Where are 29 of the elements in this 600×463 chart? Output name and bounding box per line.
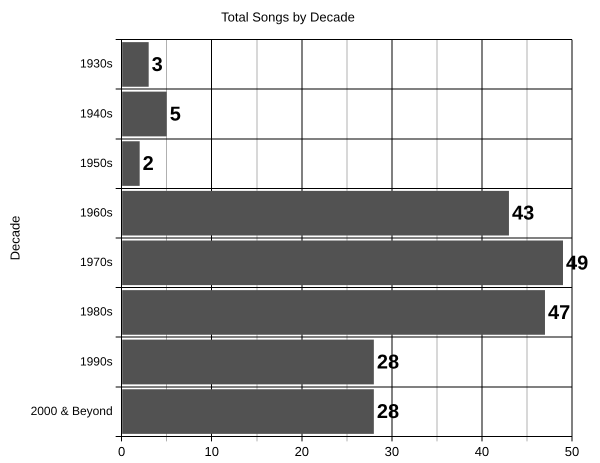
data-label: 2 bbox=[142, 153, 154, 176]
bar bbox=[122, 190, 509, 236]
y-tick-label: 1950s bbox=[80, 156, 113, 170]
y-tick-label: 1930s bbox=[80, 56, 113, 71]
chart-title: Total Songs by Decade bbox=[221, 9, 355, 24]
y-tick-label: 1980s bbox=[80, 304, 113, 319]
data-label: 5 bbox=[170, 104, 181, 126]
y-tick-label: 2000 & Beyond bbox=[30, 404, 113, 418]
y-tick-label: 1970s bbox=[80, 255, 113, 270]
data-label: 47 bbox=[548, 302, 570, 324]
bar bbox=[122, 389, 374, 434]
bar bbox=[122, 290, 545, 335]
y-tick-label: 1990s bbox=[80, 354, 113, 368]
bar bbox=[122, 42, 149, 87]
x-tick-label: 20 bbox=[294, 444, 310, 459]
x-tick-label: 40 bbox=[474, 444, 490, 459]
x-tick-label: 0 bbox=[118, 444, 126, 459]
bar bbox=[122, 92, 167, 136]
data-label: 3 bbox=[152, 54, 163, 76]
bar bbox=[122, 240, 563, 286]
data-label: 43 bbox=[512, 202, 534, 225]
bar bbox=[122, 141, 140, 186]
bar bbox=[122, 340, 374, 384]
y-tick-label: 1940s bbox=[80, 106, 113, 120]
x-tick-label: 10 bbox=[204, 444, 219, 459]
y-tick-label: 1960s bbox=[80, 206, 113, 220]
x-tick-label: 50 bbox=[564, 444, 580, 459]
x-tick-label: 30 bbox=[384, 444, 400, 459]
y-axis-title: Decade bbox=[7, 216, 22, 260]
